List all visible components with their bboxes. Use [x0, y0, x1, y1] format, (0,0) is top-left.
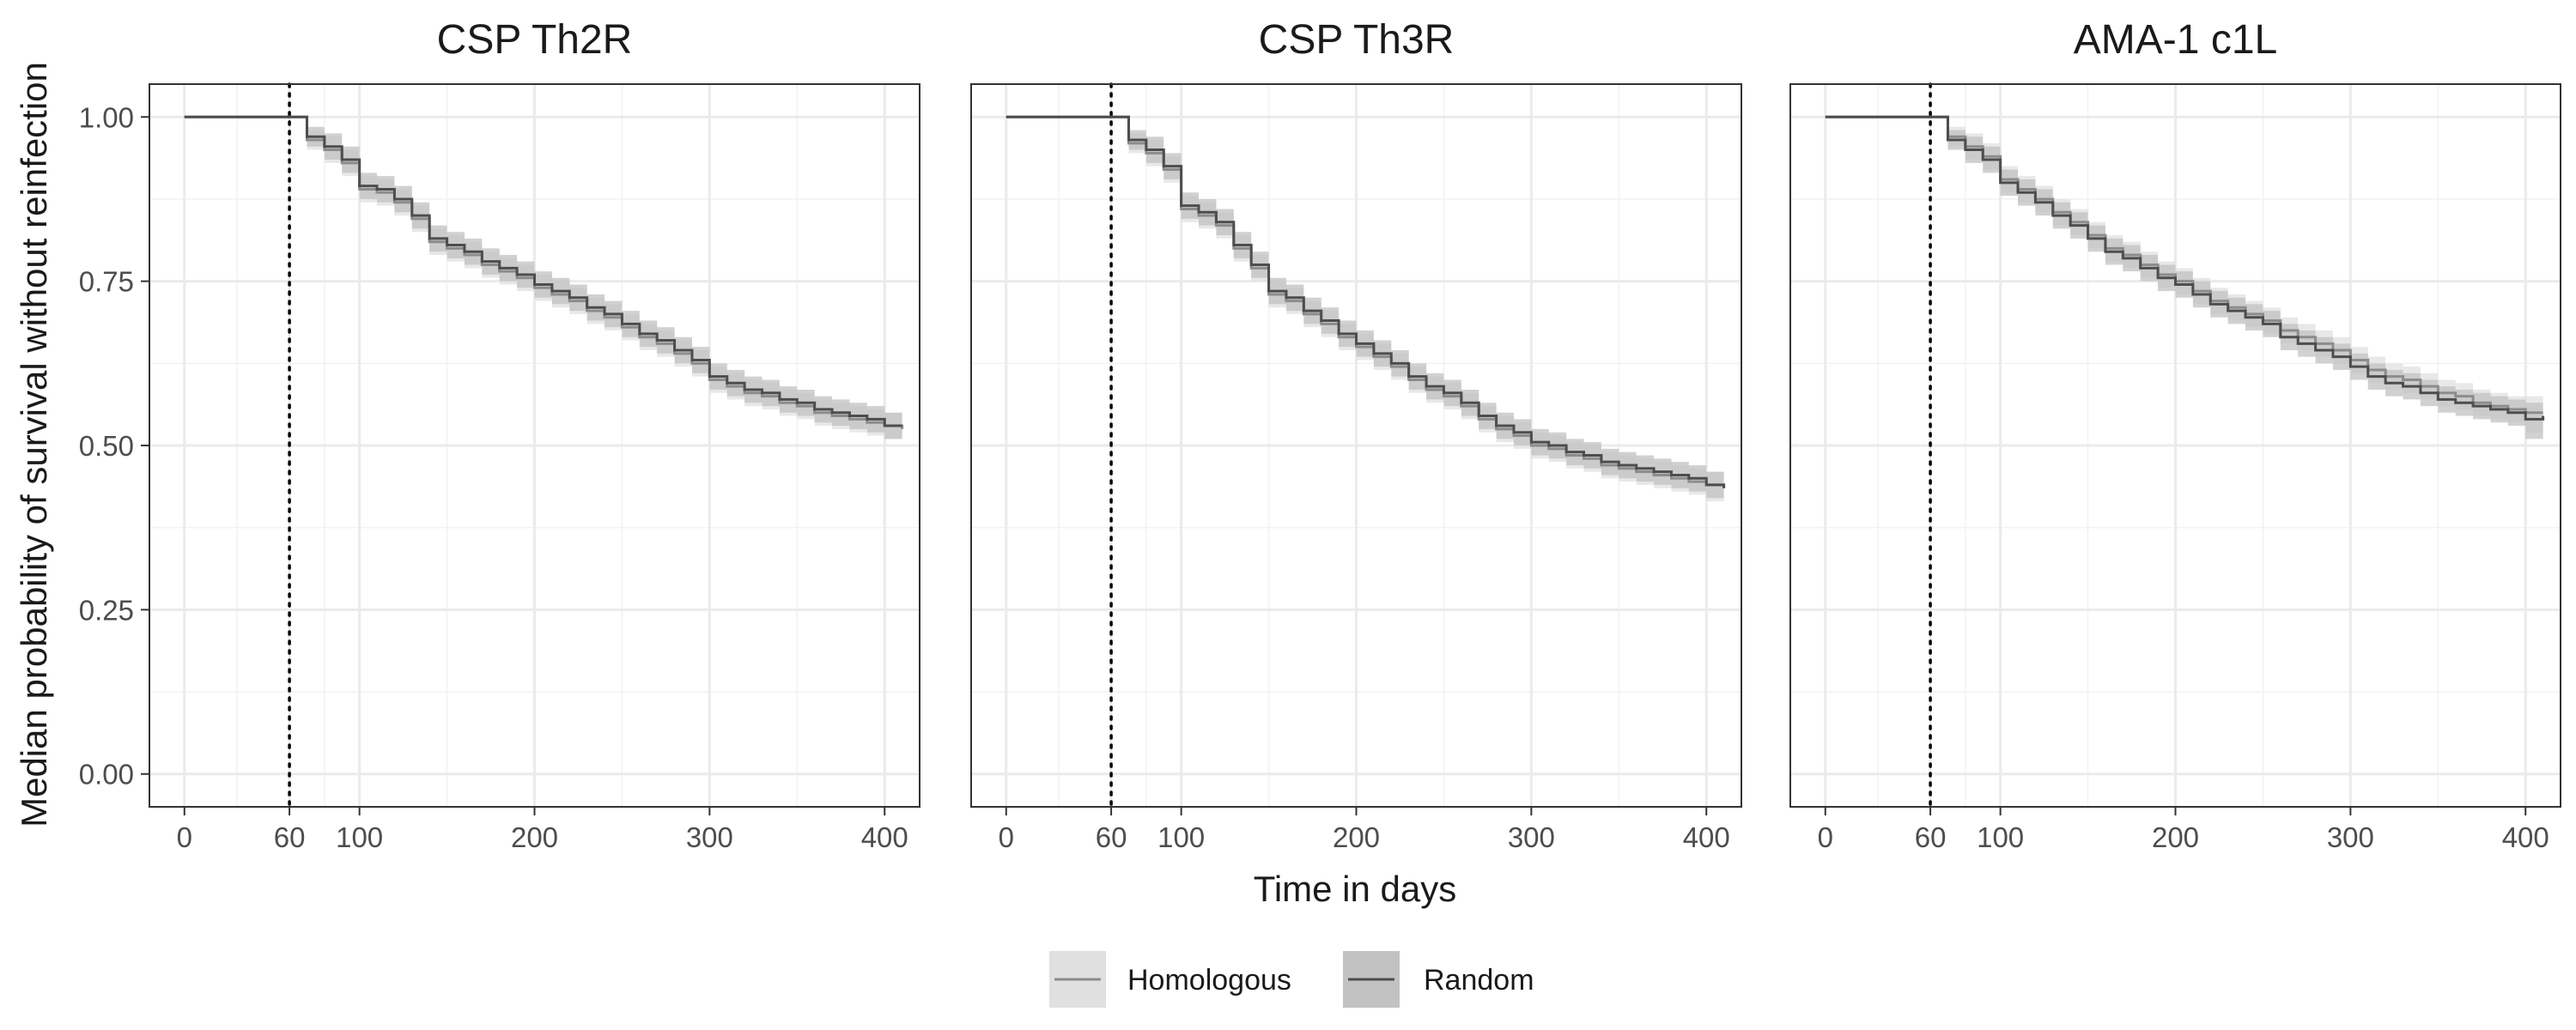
survival-line-random — [1825, 115, 2545, 421]
survival-line-homologous — [1005, 115, 1726, 488]
x-tick-label: 60 — [274, 821, 306, 853]
x-tick-label: 300 — [1508, 821, 1555, 853]
y-tick-label: 0.00 — [79, 759, 134, 791]
x-tick-label: 0 — [999, 821, 1014, 853]
panel-1: 0 60 100 200 300 400 0.00 0.25 0.50 0.75 1.00 CSP T… — [79, 17, 920, 853]
x-tick-label: 200 — [511, 821, 558, 853]
x-tick-label: 100 — [1977, 821, 2024, 853]
y-tick-label: 0.25 — [79, 594, 134, 626]
x-tick-label: 100 — [1157, 821, 1205, 853]
ci-band-random — [1825, 117, 2543, 439]
legend-item-random: Random — [1343, 951, 1534, 1008]
x-tick-label: 200 — [2152, 821, 2199, 853]
x-tick-label: 0 — [1818, 821, 1833, 853]
survival-line-random — [1005, 115, 1726, 488]
x-tick-label: 400 — [1683, 821, 1730, 853]
panel-title: CSP Th3R — [1259, 17, 1455, 63]
panel-2: 0 60 100 200 300 400 CSP Th3R — [970, 17, 1742, 853]
ci-band-random — [1005, 117, 1724, 502]
legend-item-homologous: Homologous — [1049, 951, 1291, 1008]
x-tick-label: 200 — [1333, 821, 1380, 853]
panels-group: 0 60 100 200 300 400 0.00 0.25 0.50 0.75 1.00 CSP T… — [79, 17, 2561, 853]
ci-band-random — [184, 117, 902, 439]
x-tick-label: 100 — [336, 821, 383, 853]
y-tick-label: 0.75 — [79, 266, 134, 298]
survival-line-random — [184, 115, 902, 427]
x-tick-label: 60 — [1096, 821, 1127, 853]
x-tick-label: 60 — [1915, 821, 1947, 853]
x-tick-label: 300 — [686, 821, 733, 853]
panel-3: 0 60 100 200 300 400 AMA-1 c1L — [1789, 17, 2561, 853]
legend: Homologous Random — [1049, 951, 1534, 1008]
x-tick-label: 400 — [861, 821, 908, 853]
panel-title: AMA-1 c1L — [2074, 17, 2277, 63]
y-axis-label: Median probability of survival without r… — [14, 62, 54, 827]
panel-title: CSP Th2R — [437, 17, 633, 63]
x-tick-label: 400 — [2502, 821, 2549, 853]
x-axis-label: Time in days — [1254, 869, 1457, 909]
legend-label: Homologous — [1127, 964, 1291, 997]
x-tick-label: 300 — [2327, 821, 2374, 853]
y-tick-label: 0.50 — [79, 430, 134, 462]
legend-label: Random — [1424, 964, 1534, 997]
x-tick-label: 0 — [177, 821, 192, 853]
y-tick-label: 1.00 — [79, 101, 134, 133]
survival-line-homologous — [184, 115, 904, 429]
